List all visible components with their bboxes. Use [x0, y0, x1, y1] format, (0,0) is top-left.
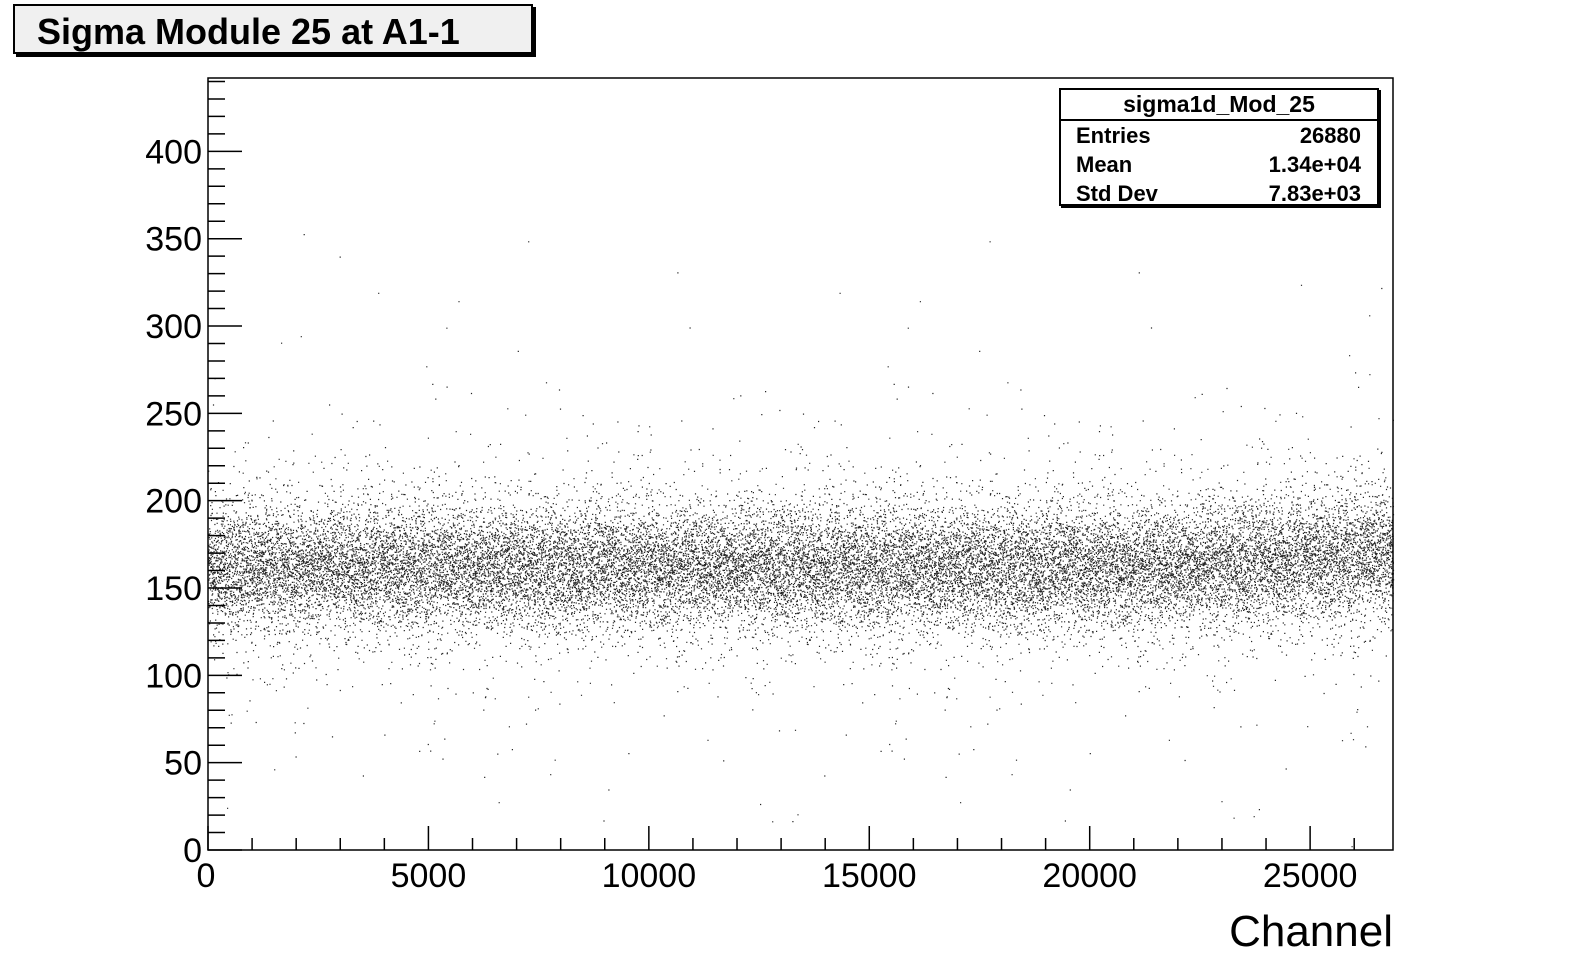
y-axis-ticks: [208, 80, 242, 851]
stats-label: Std Dev: [1076, 181, 1158, 206]
stats-label: Mean: [1076, 152, 1133, 177]
x-tick-label: 20000: [1042, 857, 1137, 895]
x-axis-tick-labels: 0 5000 10000 15000 20000 25000: [197, 857, 1358, 895]
stats-name: sigma1d_Mod_25: [1061, 90, 1377, 121]
y-tick-label: 0: [183, 832, 202, 870]
stats-row-stddev: Std Dev 7.83e+03: [1061, 179, 1377, 208]
x-tick-label: 5000: [391, 857, 467, 895]
y-tick-label: 350: [145, 221, 202, 259]
x-tick-label: 0: [197, 857, 216, 895]
stats-value: 7.83e+03: [1268, 181, 1361, 206]
x-axis-ticks: [207, 826, 1355, 850]
stats-row-entries: Entries 26880: [1061, 121, 1377, 150]
y-tick-label: 50: [164, 745, 202, 783]
y-tick-label: 300: [145, 308, 202, 346]
x-tick-label: 15000: [822, 857, 917, 895]
stats-row-mean: Mean 1.34e+04: [1061, 150, 1377, 179]
x-tick-label: 10000: [602, 857, 697, 895]
data-points: [208, 234, 1395, 848]
plot-frame: [207, 77, 1394, 851]
y-tick-label: 400: [145, 133, 202, 171]
chart-title: Sigma Module 25 at A1-1: [37, 11, 460, 52]
y-tick-label: 150: [145, 570, 202, 608]
stats-value: 1.34e+04: [1268, 152, 1361, 177]
stats-value: 26880: [1299, 123, 1361, 148]
y-axis-tick-labels: 0 50 100 150 200 250 300 350 400: [145, 133, 202, 870]
y-tick-label: 200: [145, 483, 202, 521]
y-tick-label: 100: [145, 657, 202, 695]
x-axis-title: Channel: [1229, 907, 1393, 956]
x-tick-label: 25000: [1263, 857, 1358, 895]
stats-label: Entries: [1076, 123, 1151, 148]
y-tick-label: 250: [145, 395, 202, 433]
chart-title-box: Sigma Module 25 at A1-1: [13, 4, 533, 54]
scatter-marker: [208, 234, 1395, 848]
stats-box: sigma1d_Mod_25 Entries 26880 Mean 1.34e+…: [1059, 88, 1379, 206]
